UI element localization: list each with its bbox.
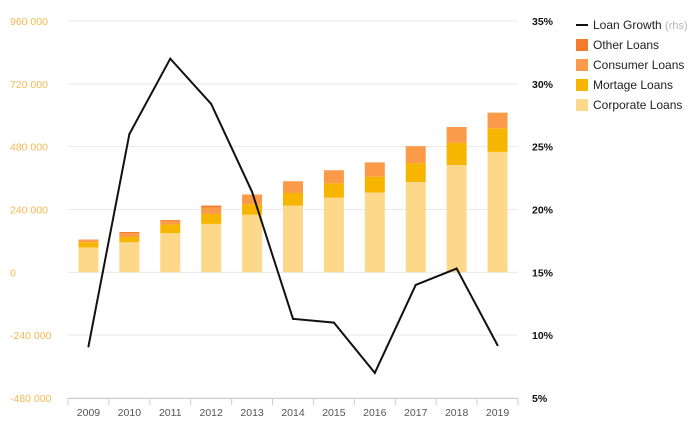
loan-growth-point — [292, 317, 294, 320]
legend-item-other-loans: Other Loans — [576, 38, 659, 52]
bar-mortage-loans — [78, 242, 99, 248]
left-axis-tick-label: -480 000 — [10, 393, 52, 405]
bar-mortage-loans — [160, 224, 181, 234]
bar-consumer-loans — [242, 195, 263, 205]
x-axis-tick-label: 2013 — [240, 407, 264, 419]
bar-mortage-loans — [405, 163, 426, 183]
right-axis-tick-label: 20% — [532, 205, 554, 217]
bar-consumer-loans — [405, 146, 426, 164]
left-axis-tick-label: 480 000 — [10, 142, 48, 154]
loan-growth-point — [169, 57, 172, 60]
bar-mortage-loans — [446, 142, 467, 165]
x-axis-tick-label: 2009 — [77, 407, 101, 419]
legend-label: Mortage Loans — [593, 78, 673, 92]
right-axis-tick-label: 10% — [532, 330, 554, 342]
bar-consumer-loans — [283, 181, 303, 194]
x-axis-tick-label: 2015 — [322, 407, 346, 419]
legend-item-consumer-loans: Consumer Loans — [576, 58, 684, 72]
bar-mortage-loans — [487, 128, 508, 152]
x-axis-tick-label: 2010 — [118, 407, 142, 419]
legend-swatch — [576, 79, 588, 91]
bar-mortage-loans — [119, 236, 140, 243]
bar-other-loans — [78, 239, 99, 241]
x-axis-tick-label: 2019 — [486, 407, 510, 419]
bar-corporate-loans — [323, 197, 344, 273]
bar-other-loans — [201, 205, 222, 208]
loan-growth-point — [414, 283, 417, 286]
bar-corporate-loans — [405, 182, 426, 273]
bar-mortage-loans — [323, 183, 344, 198]
loan-growth-point — [455, 267, 458, 270]
bar-mortage-loans — [283, 193, 303, 206]
right-axis-tick-label: 30% — [532, 79, 554, 91]
loan-growth-point — [128, 133, 131, 136]
loan-growth-point — [496, 344, 499, 347]
bar-consumer-loans — [119, 233, 140, 237]
left-axis-tick-label: -240 000 — [10, 330, 52, 342]
stacked-bars — [78, 112, 508, 273]
bar-consumer-loans — [78, 240, 99, 243]
axes: -480 000 -240 000 0 240 000 480 000 720 000 96… — [10, 16, 554, 419]
x-axis-tick-label: 2012 — [200, 407, 224, 419]
loan-growth-point — [332, 321, 335, 324]
loan-growth-point — [210, 102, 213, 105]
bar-other-loans — [119, 232, 140, 234]
legend-item-mortage-loans: Mortage Loans — [576, 78, 673, 92]
legend-swatch — [576, 99, 588, 111]
x-axis-tick-label: 2018 — [445, 407, 469, 419]
right-axis-tick-label: 35% — [532, 16, 554, 28]
right-axis-tick-label: 5% — [532, 393, 548, 405]
x-axis-tick-label: 2016 — [363, 407, 387, 419]
legend-swatch — [576, 59, 588, 71]
legend-label: Other Loans — [593, 38, 659, 52]
loan-growth-point — [251, 190, 254, 193]
loan-growth-line-layer — [87, 56, 499, 375]
legend-label: Corporate Loans — [593, 98, 682, 112]
bar-consumer-loans — [364, 162, 385, 177]
left-axis-tick-label: 0 — [10, 267, 16, 279]
left-axis-tick-label: 720 000 — [10, 79, 48, 91]
bar-corporate-loans — [487, 151, 508, 273]
bar-mortage-loans — [242, 204, 263, 215]
bar-corporate-loans — [78, 247, 99, 273]
bar-mortage-loans — [201, 213, 222, 224]
loan-growth-point — [373, 371, 376, 374]
bar-consumer-loans — [201, 207, 222, 214]
bar-mortage-loans — [364, 176, 385, 193]
left-axis-tick-label: 960 000 — [10, 16, 48, 28]
bar-consumer-loans — [487, 112, 508, 129]
x-axis-tick-label: 2017 — [404, 407, 428, 419]
left-axis-tick-label: 240 000 — [10, 205, 48, 217]
bar-corporate-loans — [201, 223, 222, 273]
bar-corporate-loans — [160, 233, 181, 273]
x-axis-tick-label: 2011 — [159, 407, 182, 419]
bar-corporate-loans — [283, 205, 303, 273]
right-axis-tick-label: 15% — [532, 267, 554, 279]
x-axis-tick-label: 2014 — [281, 407, 305, 419]
bar-consumer-loans — [446, 127, 467, 143]
legend-item-corporate-loans: Corporate Loans — [576, 98, 682, 112]
legend-label-suffix: (rhs) — [665, 20, 688, 32]
legend-swatch — [576, 39, 588, 51]
legend-label: Loan Growth (rhs) — [593, 18, 688, 32]
bar-other-loans — [160, 219, 181, 221]
loan-growth-point — [87, 345, 90, 348]
bar-consumer-loans — [323, 170, 344, 184]
legend-label: Consumer Loans — [593, 58, 684, 72]
bar-corporate-loans — [364, 192, 385, 273]
right-axis-tick-label: 25% — [532, 142, 554, 154]
bar-corporate-loans — [242, 214, 263, 273]
legend-item-loan-growth: Loan Growth (rhs) — [576, 18, 688, 32]
bar-consumer-loans — [160, 220, 181, 225]
bar-corporate-loans — [119, 242, 140, 273]
bar-corporate-loans — [446, 164, 467, 273]
legend: Loan Growth (rhs) Other Loans Consumer Loa… — [576, 18, 688, 112]
